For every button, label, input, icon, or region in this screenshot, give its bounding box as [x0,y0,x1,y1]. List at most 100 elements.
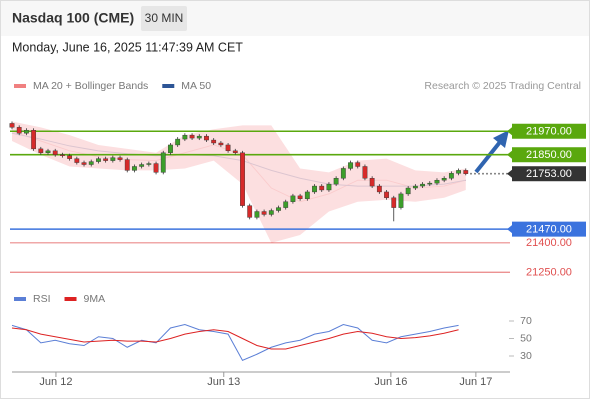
forecast-arrow [474,140,502,174]
y-tick-label: 50 [520,332,532,344]
level-notch [507,225,512,234]
candle-body [117,157,123,160]
candle-body [204,135,209,141]
title: Nasdaq 100 (CME) [12,10,134,26]
candle-body [103,158,109,161]
candle-body [384,191,389,199]
candle-body [261,211,267,215]
candle-body [333,178,339,185]
candle-body [31,130,37,150]
candle-body [412,185,418,189]
interval-button[interactable] [141,6,187,31]
candle-body [132,166,137,171]
candle-body [276,207,281,211]
candle-body [348,162,353,169]
x-tick-label: Jun 13 [207,376,240,388]
level-label: 21470.00 [526,224,572,236]
candle-body [268,210,274,215]
interval: 30 MIN [145,11,184,25]
candle-body [369,178,375,187]
candle-body [124,159,130,171]
level-label: 21753.00 [526,168,572,180]
candle-body [427,182,433,185]
level-label: 21850.00 [526,149,572,161]
candle-body [247,205,253,218]
candle-body [283,201,289,208]
candle-body [290,195,296,202]
candle-body [405,187,411,195]
candle-body [88,161,94,165]
level-label: 21400.00 [526,237,572,249]
candle-body [218,142,224,146]
candle-body [232,150,238,153]
candle-body [110,157,116,161]
candle-body [240,152,245,206]
legend-swatch [14,297,26,301]
candle-body [225,144,231,152]
candle-body [398,193,404,208]
candle-body [441,178,447,181]
candle-body [340,168,346,179]
candle-body [160,152,166,173]
indicator-line [11,327,459,350]
level-notch [507,127,512,136]
candle-body [211,139,217,144]
candle-body [168,144,173,153]
candle-body [38,148,44,153]
legend-label: 9MA [84,293,106,305]
candle-body [24,130,29,134]
level-tag [512,147,586,163]
candle-body [456,170,461,174]
legend-label: MA 20 + Bollinger Bands [33,80,148,92]
candle-body [362,166,368,179]
timestamp: Monday, June 16, 2025 11:47:39 AM CET [12,40,243,54]
candle-body [16,127,22,134]
candle-body [326,183,332,191]
candle-body [74,158,80,163]
candle-body [45,150,51,153]
y-tick-label: 70 [520,315,532,327]
credit: Research © 2025 Trading Central [424,80,581,92]
y-tick-label: 30 [520,350,532,362]
candle-body [96,158,101,162]
candle-body [434,179,440,184]
candle-body [254,211,260,218]
candle-body [182,134,188,140]
legend-swatch [14,84,26,88]
x-tick-label: Jun 16 [374,376,407,388]
candle-body [175,138,181,146]
candle-body [448,173,454,179]
candle-body [139,164,145,167]
candle-body [60,154,65,156]
level-label: 21970.00 [526,126,572,138]
x-tick-label: Jun 12 [39,376,72,388]
level-tag [512,221,586,237]
candle-body [463,170,469,174]
candle-body [312,185,317,193]
legend-swatch [162,84,175,88]
legend-label: RSI [33,293,51,305]
candle-body [196,135,202,139]
candle-body [391,197,397,208]
candle-body [9,123,15,128]
candle-body [189,134,195,139]
level-label: 21250.00 [526,267,572,279]
candle-body [376,185,382,193]
candle-body [297,195,303,199]
candle-body [153,163,159,173]
candle-body [52,150,58,155]
bollinger-band [12,121,466,243]
level-notch [507,169,512,178]
legend-label: MA 50 [181,80,211,92]
forecast-arrowhead [493,130,509,148]
candle-body [304,191,310,199]
header-bar [1,1,589,36]
candle-body [81,162,87,165]
candle-body [420,183,425,187]
candle-body [146,163,152,165]
x-tick-label: Jun 17 [459,376,492,388]
candle-body [319,185,325,191]
indicator-line [11,323,459,362]
candle-body [67,155,73,159]
